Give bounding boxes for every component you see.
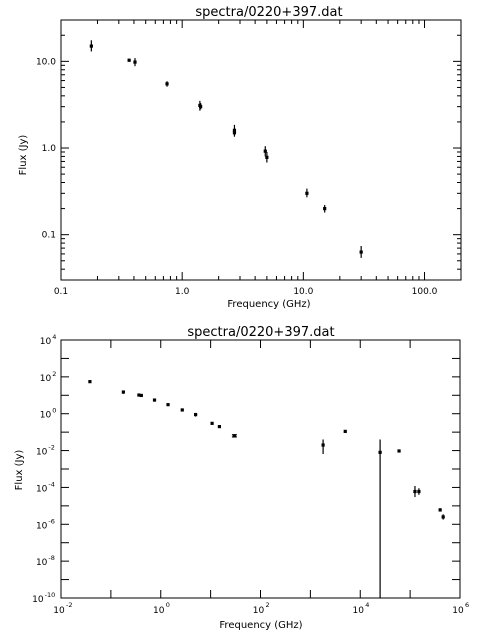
data-point xyxy=(397,449,401,453)
data-point xyxy=(199,105,203,109)
x-tick-exponent: 6 xyxy=(465,601,469,609)
x-tick-exponent: 4 xyxy=(365,601,369,609)
data-point xyxy=(89,44,93,48)
bottom-spectrum-chart: spectra/0220+397.dat Frequency (GHz) Flu… xyxy=(14,325,469,631)
y-tick-exponent: 0 xyxy=(52,407,56,415)
bottom-chart-title: spectra/0220+397.dat xyxy=(187,325,334,340)
y-tick-label: 10.0 xyxy=(36,57,56,67)
top-chart-x-axis-label: Frequency (GHz) xyxy=(227,299,310,310)
data-point xyxy=(417,489,421,494)
bottom-chart-plot-frame xyxy=(60,339,461,599)
y-tick-label: 10 xyxy=(40,411,52,421)
top-chart-y-axis-label: Flux (Jy) xyxy=(18,135,29,176)
data-point xyxy=(137,393,141,397)
x-tick-label: 10 xyxy=(53,606,65,616)
y-tick-exponent: 4 xyxy=(52,333,56,341)
data-point xyxy=(139,393,143,398)
x-tick-label: 10 xyxy=(452,606,464,616)
data-point xyxy=(194,412,198,417)
y-tick-label: 0.1 xyxy=(42,231,56,241)
x-tick-exponent: -2 xyxy=(66,601,72,609)
data-point xyxy=(343,429,347,433)
y-tick-label: 1.0 xyxy=(42,144,57,154)
data-point xyxy=(133,60,137,64)
y-tick-exponent: 2 xyxy=(52,370,56,378)
data-point xyxy=(321,443,325,447)
x-tick-label: 10 xyxy=(253,606,265,616)
y-tick-exponent: -6 xyxy=(48,517,54,525)
data-point xyxy=(263,149,267,153)
y-tick-label: 10 xyxy=(32,595,44,605)
x-tick-label: 100.0 xyxy=(412,287,438,297)
x-tick-exponent: 2 xyxy=(266,601,270,609)
data-point xyxy=(232,131,237,135)
x-tick-label: 10 xyxy=(153,606,165,616)
data-point xyxy=(413,489,417,494)
x-tick-label: 10 xyxy=(353,606,365,616)
y-tick-exponent: -4 xyxy=(48,480,54,488)
bottom-chart-y-axis-label: Flux (Jy) xyxy=(14,450,25,491)
y-tick-exponent: -8 xyxy=(48,554,54,562)
data-point xyxy=(441,515,445,519)
data-point xyxy=(438,508,442,512)
data-point xyxy=(305,191,309,195)
top-chart-data-points xyxy=(89,40,363,258)
data-point xyxy=(127,58,131,62)
data-point xyxy=(359,250,363,254)
top-chart-axes: 0.1 1.0 10.0 100.0 0.1 1.0 10.0 xyxy=(36,19,462,297)
bottom-chart-data-points xyxy=(88,380,445,598)
data-point xyxy=(323,206,327,211)
y-tick-label: 10 xyxy=(40,374,52,384)
x-tick-exponent: 0 xyxy=(166,601,170,609)
y-tick-label: 10 xyxy=(40,337,52,347)
data-point xyxy=(88,380,92,384)
x-tick-label: 0.1 xyxy=(54,287,68,297)
y-tick-exponent: -10 xyxy=(45,591,56,599)
x-tick-label: 1.0 xyxy=(175,287,190,297)
y-tick-label: 10 xyxy=(36,558,48,568)
top-chart-title: spectra/0220+397.dat xyxy=(195,5,342,20)
data-point xyxy=(152,398,157,402)
data-point xyxy=(166,403,170,407)
top-chart-plot-frame xyxy=(60,19,462,281)
bottom-chart-x-axis-label: Frequency (GHz) xyxy=(219,620,302,631)
data-point xyxy=(378,450,382,454)
data-point xyxy=(265,155,269,159)
data-point xyxy=(180,408,184,412)
data-point xyxy=(165,82,169,86)
data-point xyxy=(210,421,214,425)
x-tick-label: 10.0 xyxy=(293,287,313,297)
data-point xyxy=(217,424,222,429)
top-spectrum-chart: spectra/0220+397.dat Frequency (GHz) Flu… xyxy=(18,5,462,310)
y-tick-label: 10 xyxy=(36,521,48,531)
data-point xyxy=(121,390,125,394)
y-tick-label: 10 xyxy=(36,484,48,494)
y-tick-label: 10 xyxy=(36,448,48,458)
y-tick-exponent: -2 xyxy=(48,444,54,452)
